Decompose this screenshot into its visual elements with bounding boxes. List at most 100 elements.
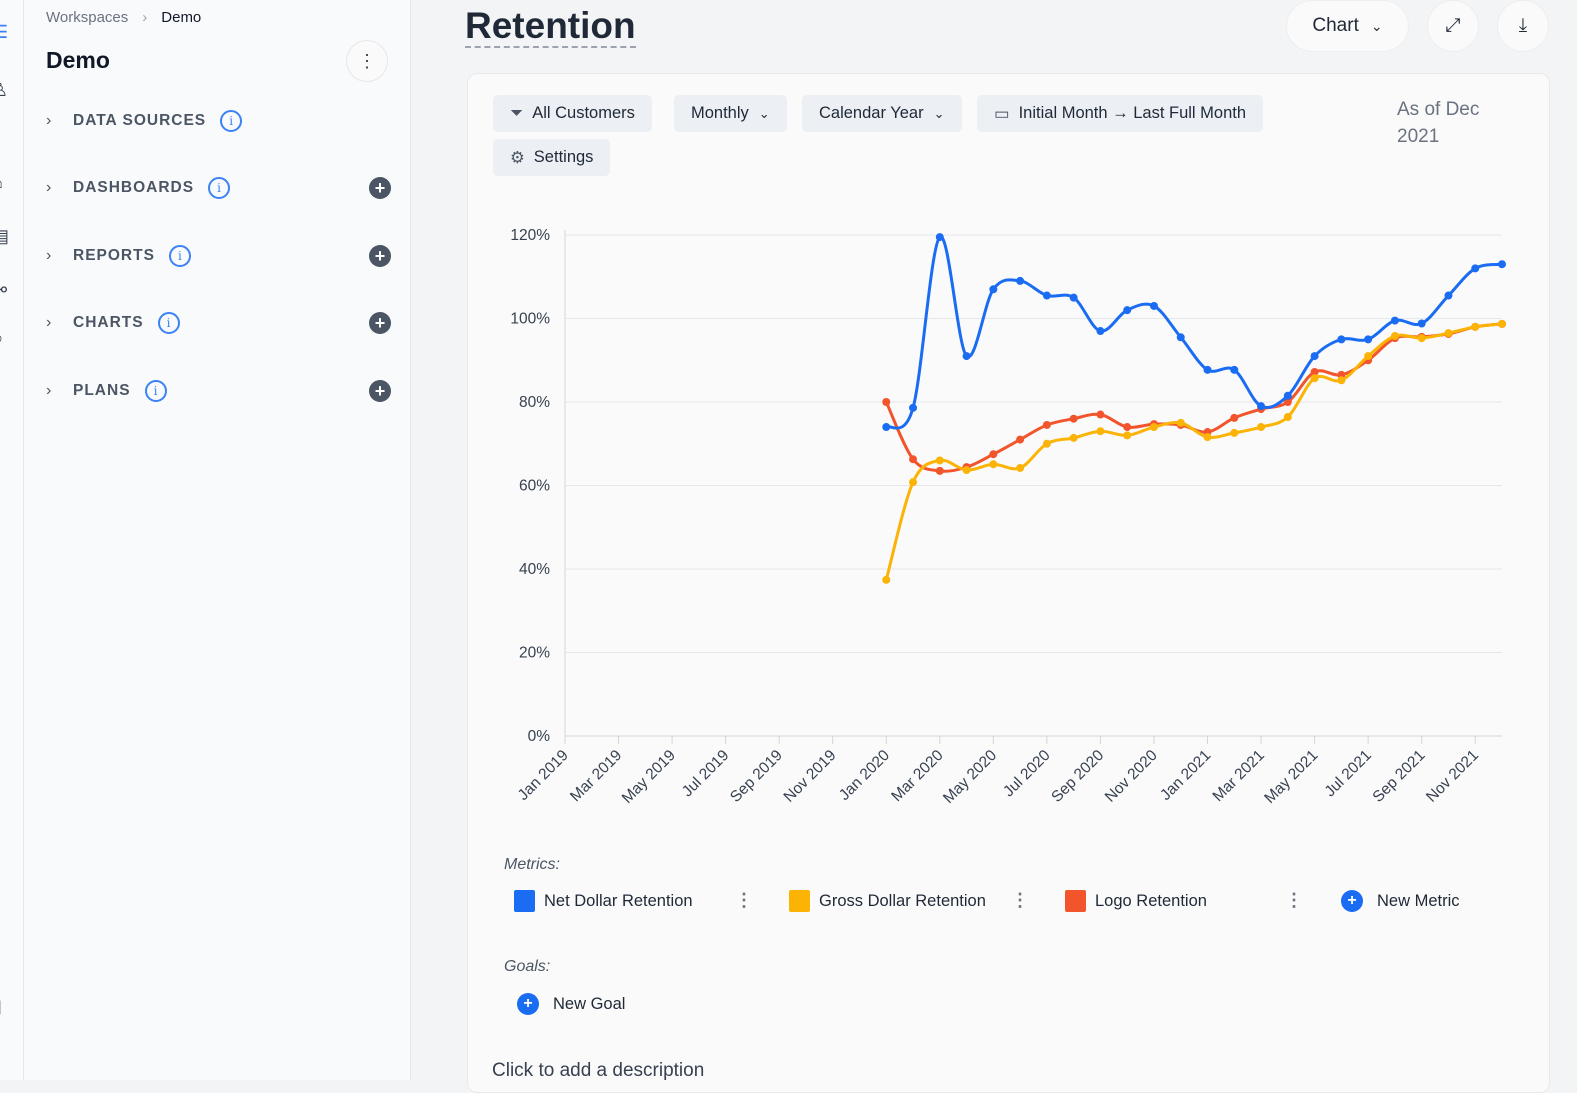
fullscreen-button[interactable]: ⤢	[1427, 0, 1479, 52]
data-point	[989, 450, 998, 459]
chevron-right-icon: ›	[46, 314, 52, 331]
data-point	[1230, 413, 1239, 422]
add-report-button[interactable]: +	[369, 245, 391, 267]
sidebar-section-reports[interactable]: › REPORTS i +	[46, 242, 391, 270]
data-point	[1096, 410, 1105, 419]
sidebar-section-dashboards[interactable]: › DASHBOARDS i +	[46, 174, 391, 202]
sidebar-section-plans[interactable]: › PLANS i +	[46, 377, 391, 405]
help-icon[interactable]: ○	[0, 328, 3, 349]
segment-filter-button[interactable]: ⏷ All Customers	[493, 95, 652, 132]
series-line-gross-dollar-retention	[884, 322, 1503, 581]
x-tick-label: Jan 2020	[836, 747, 893, 804]
data-point	[1042, 439, 1051, 448]
segment-label: All Customers	[532, 104, 635, 122]
data-point	[909, 455, 918, 464]
series-swatch	[514, 890, 535, 912]
x-tick-label: Nov 2019	[781, 747, 840, 806]
description-field[interactable]: Click to add a description	[492, 1060, 705, 1081]
legend-net-dollar-retention[interactable]: Net Dollar Retention	[514, 890, 693, 912]
section-label: CHARTS	[73, 314, 144, 331]
data-point	[1444, 291, 1453, 300]
download-button[interactable]: ⤓	[1497, 0, 1549, 52]
data-point	[1257, 402, 1266, 411]
data-point	[935, 456, 944, 465]
database-icon[interactable]: ▤	[0, 226, 9, 247]
legend-logo-retention[interactable]: Logo Retention	[1065, 890, 1207, 912]
page-title[interactable]: Retention	[465, 5, 636, 48]
x-tick-label: Mar 2019	[567, 747, 625, 805]
add-chart-button[interactable]: +	[369, 312, 391, 334]
info-icon[interactable]: i	[168, 245, 191, 267]
section-label: PLANS	[73, 382, 131, 399]
home-icon[interactable]: ⌂	[0, 172, 3, 193]
info-icon[interactable]: i	[220, 110, 243, 132]
x-tick-label: Mar 2021	[1210, 747, 1268, 805]
data-point	[1364, 352, 1373, 361]
nav-icon[interactable]: ♙	[0, 80, 8, 101]
sidebar-section-data-sources[interactable]: › DATA SOURCES i	[46, 107, 391, 135]
data-point	[1149, 301, 1158, 310]
data-point	[1364, 335, 1373, 344]
chevron-down-icon: ⌄	[758, 105, 770, 121]
data-point	[1176, 418, 1185, 427]
x-tick-label: Nov 2020	[1102, 747, 1161, 806]
view-select[interactable]: Chart ⌄	[1286, 0, 1409, 52]
breadcrumb: Workspaces › Demo	[46, 9, 201, 26]
legend-gross-dollar-retention[interactable]: Gross Dollar Retention	[789, 890, 986, 912]
info-icon[interactable]: i	[208, 177, 231, 199]
settings-label: Settings	[533, 148, 594, 166]
logo-icon: ☰	[0, 22, 8, 43]
data-point	[1283, 398, 1292, 406]
info-icon[interactable]: i	[157, 312, 180, 334]
calendar-icon: ▭	[994, 104, 1010, 123]
series-line-logo-retention	[884, 322, 1503, 473]
new-goal-button[interactable]: + New Goal	[517, 993, 625, 1015]
info-icon[interactable]: i	[144, 380, 167, 402]
date-range-button[interactable]: ▭ Initial Month → Last Full Month	[977, 95, 1264, 132]
section-label: REPORTS	[73, 247, 155, 264]
y-tick-label: 60%	[519, 478, 550, 495]
x-tick-label: Jan 2021	[1157, 747, 1214, 804]
chevron-down-icon: ⌄	[1370, 17, 1383, 34]
add-dashboard-button[interactable]: +	[369, 177, 391, 199]
data-point	[1310, 374, 1319, 383]
series-line-net-dollar-retention	[885, 235, 1503, 430]
data-point	[1042, 291, 1051, 300]
chevron-right-icon: ›	[46, 112, 52, 129]
workspace-menu-button[interactable]: ⋮	[346, 40, 388, 82]
data-point	[909, 403, 918, 412]
date-range-label: Initial Month → Last Full Month	[1018, 104, 1247, 122]
data-point	[909, 478, 918, 487]
metric-menu-button[interactable]: ⋮	[1285, 890, 1303, 910]
data-point	[989, 285, 998, 294]
add-plan-button[interactable]: +	[369, 380, 391, 402]
data-point	[1498, 260, 1506, 269]
x-tick-label: Jan 2019	[515, 747, 572, 804]
sidebar-section-charts[interactable]: › CHARTS i +	[46, 309, 391, 337]
breadcrumb-workspaces[interactable]: Workspaces	[46, 9, 129, 26]
new-metric-button[interactable]: + New Metric	[1341, 890, 1460, 912]
settings-button[interactable]: ⚙ Settings	[493, 139, 611, 176]
y-tick-label: 80%	[519, 394, 550, 411]
chevron-right-icon: ›	[46, 382, 52, 399]
data-point	[1042, 420, 1051, 429]
data-point	[1016, 435, 1025, 444]
interval-select[interactable]: Monthly ⌄	[674, 95, 787, 132]
data-point	[1096, 327, 1105, 336]
y-tick-label: 100%	[510, 311, 550, 328]
chart-card	[467, 73, 1550, 1093]
metric-menu-button[interactable]: ⋮	[1011, 890, 1029, 910]
y-tick-label: 0%	[528, 728, 551, 745]
book-icon[interactable]: ▯	[0, 996, 2, 1017]
x-tick-label: May 2020	[940, 747, 1000, 807]
data-point	[882, 423, 891, 432]
year-type-select[interactable]: Calendar Year ⌄	[802, 95, 962, 132]
x-tick-label: May 2021	[1261, 747, 1321, 807]
data-point	[989, 460, 998, 469]
expand-icon: ⤢	[1445, 15, 1461, 36]
metric-menu-button[interactable]: ⋮	[735, 890, 753, 910]
link-icon[interactable]: ⚯	[0, 280, 7, 301]
data-point	[1123, 423, 1132, 432]
data-point	[1176, 333, 1185, 342]
